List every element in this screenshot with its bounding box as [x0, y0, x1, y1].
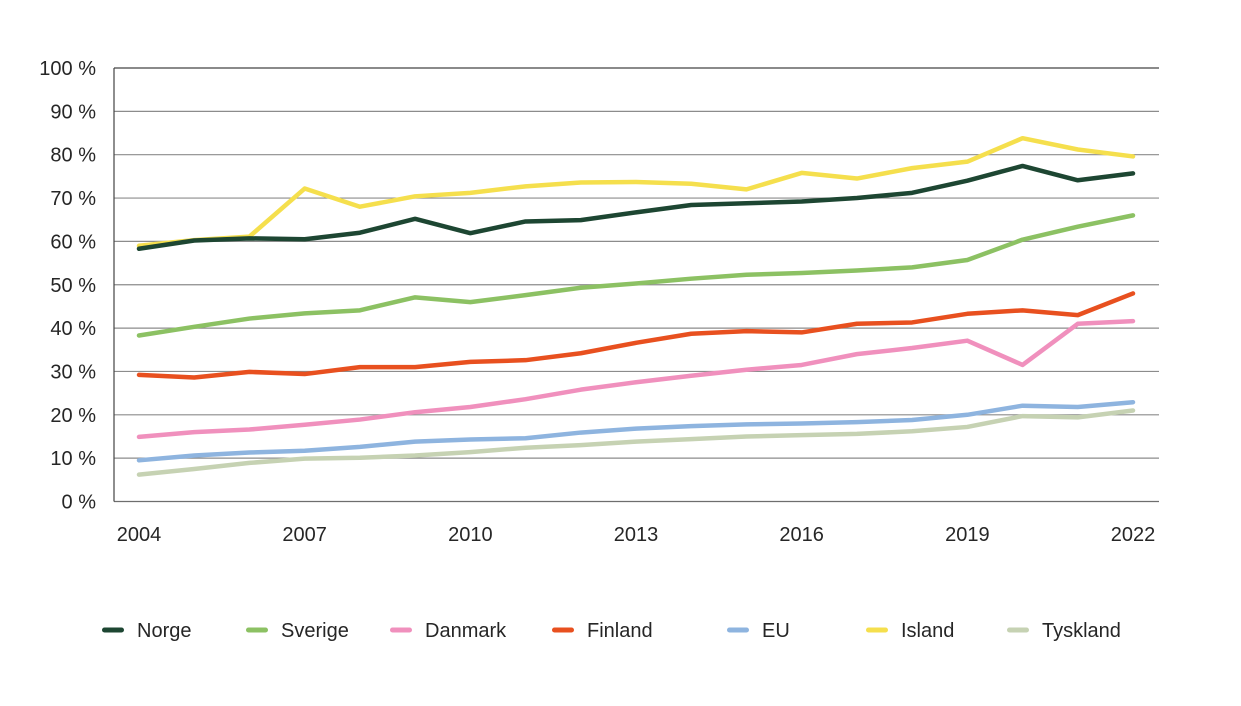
x-axis-tick-label: 2010	[448, 524, 493, 546]
x-axis-tick-label: 2013	[614, 524, 659, 546]
legend-label-tyskland: Tyskland	[1042, 620, 1121, 642]
y-axis-tick-label: 10 %	[50, 448, 96, 470]
y-axis-tick-label: 20 %	[50, 405, 96, 427]
legend-swatch-finland	[552, 627, 574, 633]
series-line-island	[136, 135, 1136, 248]
y-axis-tick-label: 100 %	[39, 58, 96, 80]
y-axis-tick-label: 60 %	[50, 231, 96, 253]
x-axis-tick-label: 2022	[1111, 524, 1156, 546]
series-line-danmark	[136, 318, 1136, 440]
legend-label-eu: EU	[762, 620, 790, 642]
legend-label-finland: Finland	[587, 620, 653, 642]
legend-swatch-sverige	[246, 627, 268, 633]
series-line-tyskland	[136, 408, 1136, 477]
legend-item-eu: EU	[727, 620, 790, 642]
legend-item-tyskland: Tyskland	[1007, 620, 1121, 642]
legend-label-norge: Norge	[137, 620, 191, 642]
legend-item-norge: Norge	[102, 620, 191, 642]
series-line-eu	[136, 399, 1136, 463]
legend-swatch-norge	[102, 627, 124, 633]
legend-label-island: Island	[901, 620, 954, 642]
y-axis-tick-label: 0 %	[62, 492, 97, 514]
legend-swatch-island	[866, 627, 888, 633]
y-axis-tick-label: 30 %	[50, 361, 96, 383]
legend-item-sverige: Sverige	[246, 620, 349, 642]
x-axis-tick-label: 2019	[945, 524, 990, 546]
y-axis-tick-label: 40 %	[50, 318, 96, 340]
x-axis-tick-label: 2007	[282, 524, 327, 546]
legend-label-sverige: Sverige	[281, 620, 349, 642]
legend-swatch-danmark	[390, 627, 412, 633]
series-line-finland	[136, 291, 1136, 380]
legend-swatch-tyskland	[1007, 627, 1029, 633]
legend-swatch-eu	[727, 627, 749, 633]
x-axis-tick-label: 2016	[779, 524, 824, 546]
series-line-sverige	[136, 213, 1136, 338]
y-axis-tick-label: 80 %	[50, 145, 96, 167]
y-axis-tick-label: 90 %	[50, 101, 96, 123]
x-axis-tick-label: 2004	[117, 524, 162, 546]
y-axis-tick-label: 70 %	[50, 188, 96, 210]
legend-label-danmark: Danmark	[425, 620, 507, 642]
legend-item-finland: Finland	[552, 620, 653, 642]
legend-item-island: Island	[866, 620, 954, 642]
legend-item-danmark: Danmark	[390, 620, 507, 642]
y-axis-tick-label: 50 %	[50, 275, 96, 297]
series-line-norge	[136, 163, 1136, 252]
